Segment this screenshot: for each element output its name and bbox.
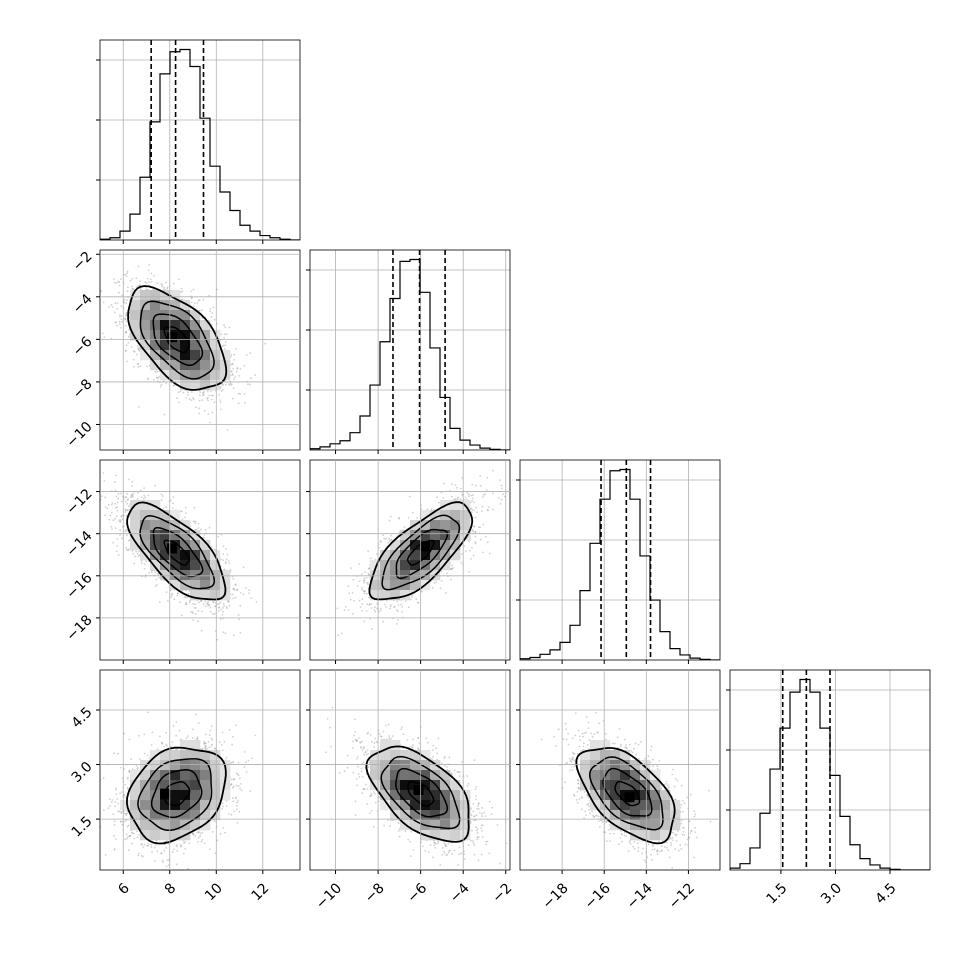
density-peak-cell	[624, 792, 635, 803]
density-panel-1-0	[96, 249, 301, 454]
y-tick-label-row2: −12	[63, 486, 95, 518]
y-tick-label-row2: −14	[63, 528, 95, 560]
y-tick-label-row3: 1.5	[69, 813, 96, 840]
density-cells	[130, 500, 231, 601]
x-tick-label-col1: −8	[362, 880, 388, 906]
x-tick-label-col1: −4	[447, 880, 473, 906]
x-tick-label-col1: −6	[404, 880, 430, 906]
contour-level-1	[602, 767, 653, 817]
contour-level-1	[395, 767, 449, 818]
contour-level-1	[395, 528, 449, 580]
panel-frame	[309, 249, 511, 451]
panel-frame	[309, 669, 511, 871]
contour-level-0	[163, 539, 190, 566]
contour-level-3	[125, 746, 227, 845]
contour-level-0	[406, 539, 435, 566]
histogram-panel-3	[726, 669, 931, 874]
contour-level-2	[137, 758, 213, 831]
x-tick-label-col2: −12	[666, 880, 698, 912]
y-tick-label-row2: −16	[63, 570, 95, 602]
x-tick-label-col0: 8	[162, 880, 180, 898]
density-panel-3-0	[96, 669, 301, 874]
contour-level-2	[139, 515, 216, 590]
density-panel-2-1	[306, 459, 511, 664]
contour-level-1	[150, 769, 203, 819]
x-tick-label-col1: −10	[313, 880, 345, 912]
histogram-panel-2	[516, 459, 721, 664]
density-panel-3-2	[516, 669, 721, 874]
contour-level-0	[164, 781, 191, 807]
x-tick-label-col3: 4.5	[873, 880, 900, 907]
x-tick-label-col0: 10	[202, 880, 226, 904]
density-peak-cell	[167, 332, 178, 343]
contour-level-2	[381, 514, 461, 591]
density-peak-cell	[419, 541, 430, 552]
y-tick-label-row2: −18	[63, 612, 95, 644]
contour-level-2	[380, 755, 461, 830]
y-tick-label-row1: −8	[70, 376, 96, 402]
contour-level-3	[126, 501, 227, 601]
x-tick-label-col2: −16	[582, 880, 614, 912]
contour-level-0	[614, 780, 641, 807]
contour-level-3	[365, 745, 470, 843]
panel-frame	[99, 669, 301, 871]
contour-level-3	[368, 501, 474, 601]
y-tick-label-row1: −2	[70, 249, 96, 275]
density-panel-3-1	[306, 669, 511, 874]
histogram-steps-3	[730, 678, 930, 870]
y-tick-label-row3: 4.5	[69, 704, 96, 731]
panel-frame	[99, 459, 301, 661]
histogram-steps-1	[310, 258, 510, 450]
y-tick-label-row1: −6	[70, 334, 96, 360]
density-panel-2-0	[96, 459, 301, 664]
y-tick-label-row1: −4	[70, 291, 96, 317]
y-tick-label-row1: −10	[63, 419, 95, 451]
histogram-steps-0	[100, 48, 300, 240]
density-peak-cell	[413, 785, 424, 795]
panel-frame	[309, 459, 511, 661]
x-tick-label-col3: 1.5	[763, 880, 790, 907]
panel-frame	[99, 39, 301, 241]
x-tick-label-col1: −2	[489, 880, 515, 906]
contour-level-1	[152, 313, 204, 367]
contour-level-0	[163, 326, 191, 354]
x-tick-label-col2: −18	[540, 880, 572, 912]
y-tick-label-row3: 3.0	[69, 759, 96, 786]
histogram-steps-2	[520, 468, 720, 660]
x-tick-label-col0: 6	[115, 880, 133, 898]
x-tick-label-col2: −14	[624, 880, 656, 912]
contour-level-3	[575, 747, 676, 845]
x-tick-label-col0: 12	[248, 880, 272, 904]
panel-frame	[99, 249, 301, 451]
histogram-panel-1	[306, 249, 511, 454]
density-peak-cell	[167, 543, 178, 554]
contour-level-2	[139, 300, 215, 380]
x-tick-label-col3: 3.0	[818, 880, 845, 907]
panel-frame	[519, 669, 721, 871]
panel-frame	[729, 669, 931, 871]
histogram-panel-0	[96, 39, 301, 244]
contour-level-0	[407, 781, 435, 807]
panel-frame	[519, 459, 721, 661]
